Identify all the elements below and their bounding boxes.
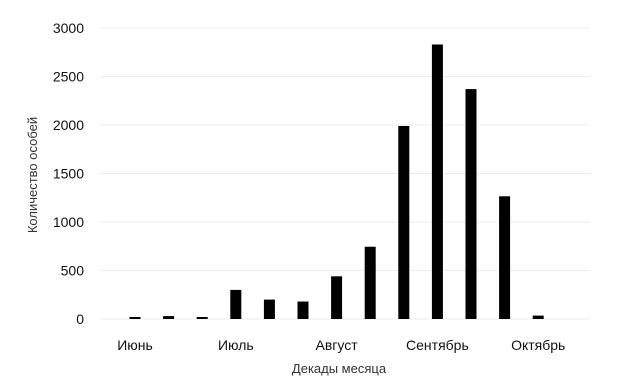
x-tick-label: Август xyxy=(316,337,359,353)
y-tick-label: 1500 xyxy=(53,166,84,182)
bar xyxy=(129,317,141,319)
y-axis-title: Количество особей xyxy=(25,117,40,233)
bar xyxy=(499,196,511,319)
bar xyxy=(230,289,242,319)
y-tick-label: 2000 xyxy=(53,117,84,133)
bar xyxy=(431,44,443,320)
bar xyxy=(465,89,477,319)
bars xyxy=(129,44,544,320)
bar xyxy=(196,317,208,319)
y-tick-label: 3000 xyxy=(53,20,84,36)
x-tick-labels: Июнь Июль Август Сентябрь Октябрь xyxy=(117,337,565,353)
y-tick-labels: 0 500 1000 1500 2000 2500 3000 xyxy=(53,20,84,327)
bar xyxy=(331,276,343,319)
y-tick-label: 2500 xyxy=(53,69,84,85)
y-tick-label: 0 xyxy=(76,311,84,327)
bar xyxy=(163,316,175,319)
gridlines xyxy=(100,27,590,320)
bar xyxy=(532,315,544,319)
bar xyxy=(297,301,309,319)
y-tick-label: 500 xyxy=(61,263,85,279)
x-tick-label: Июнь xyxy=(117,337,153,353)
bar xyxy=(398,125,410,319)
x-tick-label: Сентябрь xyxy=(406,337,469,353)
x-tick-label: Июль xyxy=(218,337,254,353)
x-tick-label: Октябрь xyxy=(511,337,565,353)
bar xyxy=(364,246,376,319)
x-axis-title: Декады месяца xyxy=(292,361,387,376)
bar xyxy=(263,299,275,319)
y-tick-label: 1000 xyxy=(53,214,84,230)
